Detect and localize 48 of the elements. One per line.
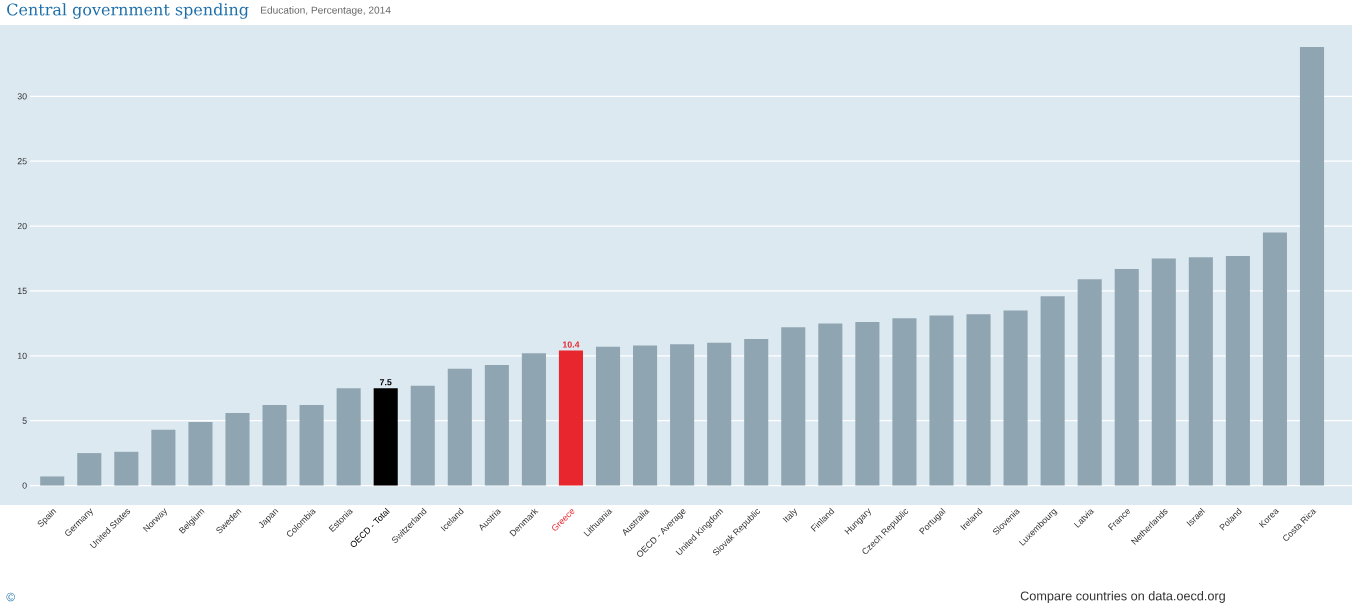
bar [336, 388, 361, 486]
bar [1077, 279, 1102, 486]
bar [373, 388, 398, 486]
bar [410, 385, 435, 486]
text: Compare countries on data.oecd.org [1020, 591, 1225, 603]
bar [40, 476, 65, 486]
bar [1225, 255, 1250, 486]
y-tick-label: 10 [17, 352, 27, 359]
bar [151, 429, 176, 486]
data-label: 7.5 [379, 379, 392, 386]
bar [966, 314, 991, 486]
bar [670, 344, 695, 486]
y-tick-label: 0 [22, 482, 27, 489]
bar [1188, 257, 1213, 486]
bar [892, 318, 917, 486]
bar [818, 323, 843, 486]
bar [1299, 47, 1325, 486]
bar [1003, 310, 1028, 486]
bar [521, 353, 546, 486]
bar [114, 451, 139, 486]
bar [707, 342, 732, 486]
bar [188, 421, 213, 486]
bar [1040, 296, 1065, 486]
bar [484, 364, 509, 486]
bar [595, 346, 621, 486]
bar [447, 368, 472, 486]
bar [558, 350, 583, 486]
chart-title: Central government spending [7, 3, 249, 19]
bar [929, 315, 954, 486]
chart-subtitle: Education, Percentage, 2014 [261, 6, 391, 16]
bar [1262, 232, 1287, 486]
bar [262, 405, 287, 486]
bar [1114, 268, 1139, 486]
y-tick-label: 25 [17, 158, 27, 165]
y-tick-label: 30 [17, 93, 27, 100]
bar [781, 327, 806, 486]
data-label: 10.4 [562, 341, 580, 348]
bar [299, 405, 324, 486]
bar [633, 345, 658, 486]
bar [855, 322, 880, 486]
bar [1151, 258, 1176, 486]
text: © [6, 592, 15, 602]
y-tick-label: 15 [17, 287, 27, 295]
y-tick-label: 5 [22, 417, 27, 424]
bar [77, 453, 102, 486]
y-tick-label: 20 [17, 222, 27, 230]
bar [225, 412, 250, 486]
bar [744, 338, 769, 486]
